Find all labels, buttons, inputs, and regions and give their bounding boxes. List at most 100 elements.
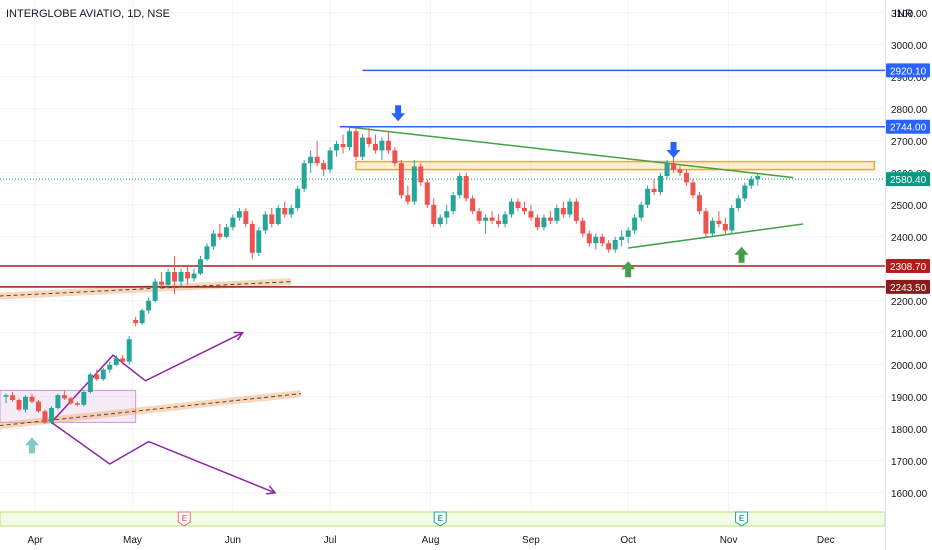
candle-body [755, 176, 761, 180]
y-tick-label: 2400.00 [891, 233, 928, 244]
candle-body [677, 169, 683, 173]
resistance-zone [355, 160, 876, 171]
candle-body [735, 198, 741, 208]
candle-body [107, 364, 113, 370]
y-tick-label: 2200.00 [891, 297, 928, 308]
y-tick-label: 3000.00 [891, 41, 928, 52]
candle-body [301, 163, 307, 189]
earnings-event-badge: E [433, 511, 447, 527]
candle-body [599, 236, 605, 244]
candle-body [515, 201, 521, 208]
candle-body [366, 137, 372, 144]
candle-body [146, 300, 152, 311]
y-tick-label: 2900.00 [891, 73, 928, 84]
candle-body [126, 339, 132, 362]
candle-body [3, 395, 9, 397]
candle-body [664, 163, 670, 176]
candle-body [457, 176, 463, 196]
price-level-tag [886, 259, 930, 274]
candle-body [521, 208, 527, 212]
buy-signal-arrow [734, 246, 749, 263]
candle-body [411, 166, 417, 202]
candle-body [223, 227, 229, 237]
candle-body [418, 166, 424, 183]
candle-body [230, 217, 236, 228]
candle-body [347, 131, 353, 148]
candle-body [379, 140, 385, 151]
candle-body [48, 408, 54, 423]
candle-body [398, 163, 404, 196]
range-box [0, 389, 137, 423]
buy-signal-arrow [621, 261, 636, 278]
candle-body [619, 236, 625, 240]
candle-body [470, 198, 476, 212]
candle-body [722, 224, 728, 231]
earnings-event-badge: E [735, 511, 749, 527]
earnings-badge-shape [735, 511, 749, 527]
candle-body [10, 395, 16, 400]
candle-body [606, 243, 612, 250]
y-tick-label: 1800.00 [891, 425, 928, 436]
candle-body [405, 195, 411, 202]
candle-body [502, 214, 508, 224]
candle-body [534, 217, 540, 228]
candle-body [139, 310, 145, 324]
y-tick-label: 2100.00 [891, 329, 928, 340]
candle-body [496, 220, 502, 224]
candle-body [385, 140, 391, 151]
candle-body [42, 411, 48, 423]
candle-body [703, 211, 709, 234]
projection-path [50, 332, 243, 423]
projection-arrowhead [233, 331, 245, 341]
candle-body [262, 214, 268, 231]
candle-body [197, 259, 203, 274]
candle-body [528, 211, 534, 218]
candle-body [593, 236, 599, 244]
candle-body [159, 281, 165, 285]
earnings-badge-label: E [182, 514, 188, 523]
price-level-tag-label: 2308.70 [890, 262, 927, 273]
sell-signal-arrow [391, 105, 406, 122]
earnings-badge-shape [433, 511, 447, 527]
earnings-badge-label: E [438, 514, 444, 523]
candle-body [152, 281, 158, 301]
candle-body [690, 182, 696, 196]
candle-body [638, 204, 644, 218]
candle-body [314, 156, 320, 164]
candle-body [210, 233, 216, 247]
candle-body [645, 188, 651, 205]
candle-body [87, 374, 93, 392]
candle-body [295, 188, 301, 208]
candle-body [658, 176, 664, 192]
candle-body [489, 217, 495, 221]
candle-body [256, 230, 262, 253]
candle-body [683, 172, 689, 183]
candle-body [29, 396, 35, 402]
candle-body [560, 208, 566, 215]
plot-area [0, 69, 885, 495]
candle-body [444, 211, 450, 218]
candle-body [185, 272, 191, 279]
candle-body [35, 401, 41, 412]
x-tick-label: Nov [720, 535, 738, 546]
projection-arrowhead [265, 485, 277, 495]
y-tick-label: 2800.00 [891, 105, 928, 116]
earnings-badge-shape [177, 511, 191, 527]
candle-body [359, 137, 365, 157]
y-tick-label: 2000.00 [891, 361, 928, 372]
candle-body [612, 240, 618, 250]
candle-body [100, 369, 106, 380]
candle-body [191, 273, 197, 279]
candle-body [321, 163, 327, 170]
x-tick-label: Jun [225, 535, 241, 546]
candle-body [509, 201, 515, 215]
x-tick-label: May [123, 535, 142, 546]
candle-body [709, 220, 715, 234]
candle-body [74, 403, 80, 405]
candle-body [217, 233, 223, 237]
candle-body [742, 185, 748, 199]
price-level-tag [886, 119, 930, 134]
x-tick-label: Aug [422, 535, 440, 546]
